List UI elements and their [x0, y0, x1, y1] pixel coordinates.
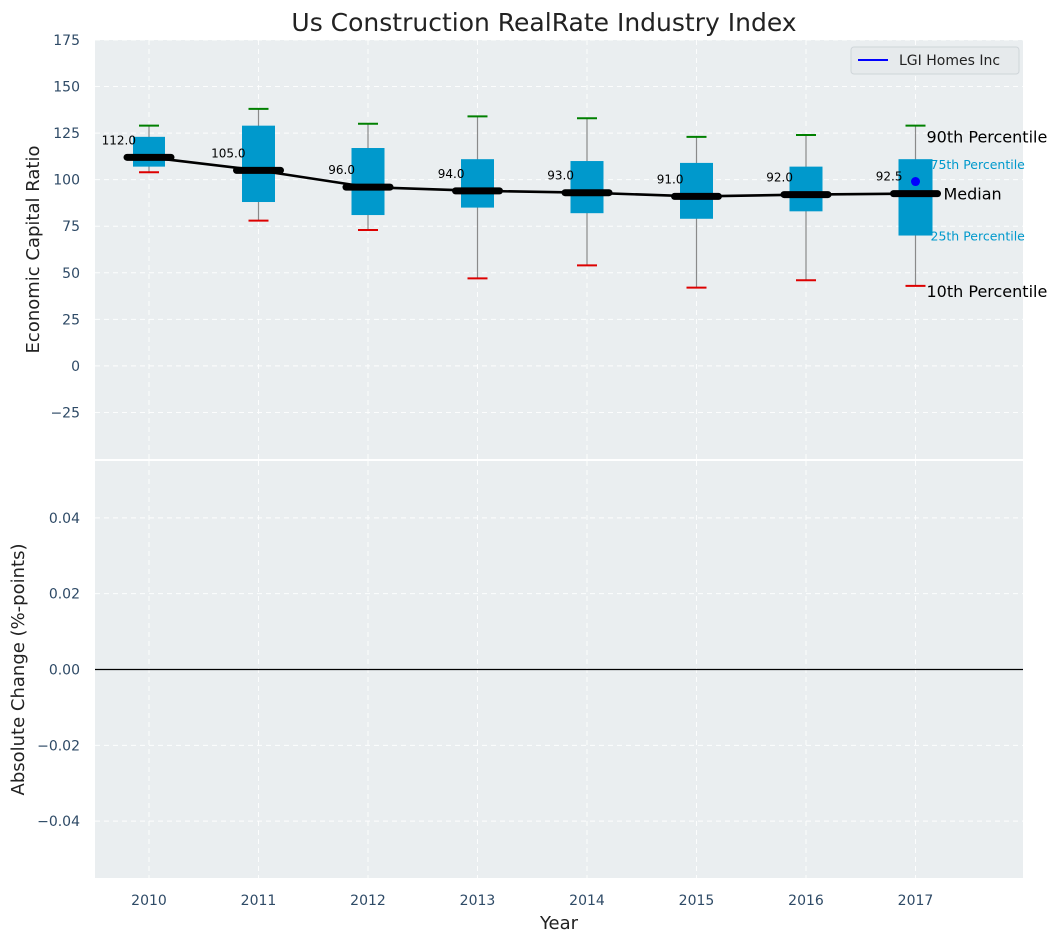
- box-2013: [461, 159, 494, 208]
- median-label-2015: 91.0: [657, 172, 684, 186]
- bottom-panel: −0.04−0.020.000.020.04 2010 2011 2012 2013 2…: [37, 461, 1023, 909]
- median-label-2014: 93.0: [547, 169, 574, 183]
- legend-entry-label: LGI Homes Inc: [899, 53, 1000, 69]
- top-y-tick-label: 0: [71, 359, 80, 375]
- x-tick-label: 2014: [569, 893, 605, 909]
- box-2010: [133, 136, 165, 167]
- box-2011: [242, 125, 275, 203]
- median-label-2012: 96.0: [328, 163, 355, 177]
- annotation-p75: 75th Percentile: [931, 157, 1026, 172]
- legend-box: [850, 46, 1020, 75]
- top-y-tick-label: 25: [62, 312, 80, 328]
- company-series: [911, 177, 920, 187]
- median-label-2013: 94.0: [438, 167, 465, 181]
- median-label-2011: 105.0: [211, 146, 245, 160]
- box-2014: [570, 161, 604, 214]
- x-tick-label: 2011: [241, 893, 277, 909]
- box-2017: [898, 159, 933, 236]
- x-axis-label: Year: [539, 913, 579, 934]
- bottom-y-tick-label: 0.02: [49, 587, 80, 603]
- annotation-median: Median: [944, 185, 1002, 204]
- top-y-tick-label: 75: [62, 219, 80, 235]
- top-y-tick-label: 100: [53, 173, 80, 189]
- percentile-annotations: 90th Percentile 75th Percentile Median 25th…: [927, 128, 1048, 301]
- box-2015: [680, 162, 713, 219]
- box-series: [133, 107, 933, 289]
- bottom-y-tick-label: −0.04: [37, 814, 80, 830]
- bottom-y-tick-label: 0.00: [49, 663, 80, 679]
- bottom-y-tick-label: −0.02: [37, 738, 80, 754]
- top-y-tick-label: 150: [53, 80, 80, 96]
- legend: LGI Homes Inc: [850, 46, 1020, 75]
- chart-title: Us Construction RealRate Industry Index: [291, 8, 796, 37]
- x-tick-label: 2015: [679, 893, 715, 909]
- x-tick-label: 2013: [460, 893, 496, 909]
- box-2016: [789, 166, 823, 212]
- x-tick-label: 2010: [131, 893, 167, 909]
- company-point-2017: [911, 177, 920, 187]
- median-label-2017: 92.5: [876, 170, 903, 184]
- median-label-2016: 92.0: [766, 171, 793, 185]
- median-trend: [123, 153, 941, 200]
- top-y-tick-label: 125: [53, 126, 80, 142]
- box-2012: [351, 148, 385, 216]
- annotation-p90: 90th Percentile: [927, 128, 1048, 147]
- x-tick-label: 2017: [898, 893, 934, 909]
- annotation-p10: 10th Percentile: [927, 282, 1048, 301]
- bottom-y-ticks: −0.04 −0.02 0.00 0.02 0.04: [37, 511, 80, 830]
- top-y-ticks: −25 0 25 50 75 100 125 150 175: [50, 33, 80, 421]
- top-panel: −25 0 25 50 75 100 125 150 175 112.0 105.0 96.0 94.…: [50, 33, 1047, 459]
- top-y-tick-label: 50: [62, 266, 80, 282]
- x-tick-label: 2016: [788, 893, 824, 909]
- top-y-axis-label: Economic Capital Ratio: [23, 146, 44, 354]
- bottom-y-tick-label: 0.04: [49, 511, 80, 527]
- x-ticks: 2010 2011 2012 2013 2014 2015 2016 2017: [131, 893, 933, 909]
- median-labels: 112.0 105.0 96.0 94.0 93.0 91.0 92.0 92.5: [102, 133, 903, 186]
- top-y-tick-label: 175: [53, 33, 80, 49]
- top-plot-background: [95, 40, 1023, 459]
- median-label-2010: 112.0: [102, 133, 136, 147]
- annotation-p25: 25th Percentile: [931, 229, 1026, 244]
- x-tick-label: 2012: [350, 893, 386, 909]
- top-y-tick-label: −25: [50, 405, 80, 421]
- bottom-y-axis-label: Absolute Change (%-points): [8, 544, 29, 796]
